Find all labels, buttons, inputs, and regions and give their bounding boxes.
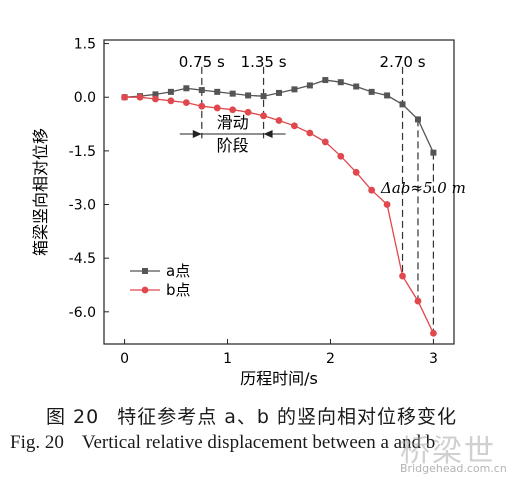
- caption-en-text: Vertical relative displacement between a…: [81, 432, 436, 453]
- data-point-b: [383, 201, 391, 208]
- data-point-a: [414, 116, 421, 123]
- legend-marker-circle: [141, 286, 149, 294]
- data-point-b: [306, 129, 314, 137]
- slide-stage-label: 阶段: [217, 136, 249, 155]
- y-tick-label: -4.5: [69, 251, 96, 267]
- x-tick-label: 0: [120, 351, 129, 367]
- data-point-b: [399, 272, 406, 280]
- data-point-b: [182, 99, 190, 106]
- data-point-a: [214, 88, 221, 95]
- slide-stage-label: 滑动: [217, 113, 249, 132]
- y-tick-label: 1.5: [74, 37, 96, 53]
- x-tick-label: 2: [326, 351, 335, 367]
- data-point-a: [353, 83, 360, 90]
- caption-en-label: Fig. 20: [10, 432, 64, 453]
- y-tick-label: -3.0: [69, 198, 96, 214]
- caption-chinese: 图 20 特征参考点 a、b 的竖向相对位移变化: [46, 402, 531, 429]
- data-point-b: [260, 112, 267, 120]
- data-point-a: [384, 92, 391, 99]
- y-axis-label: 箱梁竖向相对位移: [31, 128, 50, 256]
- data-point-b: [291, 122, 298, 130]
- arrow-left-icon: [263, 130, 273, 138]
- data-point-a: [245, 92, 252, 99]
- x-tick-label: 1: [223, 351, 232, 367]
- y-tick-label: -6.0: [69, 305, 96, 321]
- data-point-b: [198, 102, 206, 110]
- data-point-a: [183, 85, 190, 92]
- data-point-a: [368, 88, 375, 95]
- time-annotation-label: 0.75 s: [179, 53, 225, 71]
- legend-label: b点: [166, 281, 191, 299]
- y-tick-label: -1.5: [69, 144, 96, 160]
- time-annotation-label: 2.70 s: [380, 53, 426, 71]
- data-point-a: [260, 93, 267, 100]
- plot-frame: [103, 39, 455, 345]
- delta-displacement-label: Δab≈5.0 m: [380, 179, 466, 197]
- data-point-a: [430, 149, 437, 156]
- time-annotation-label: 1.35 s: [241, 53, 287, 71]
- data-point-b: [352, 168, 360, 176]
- data-point-b: [414, 297, 422, 305]
- data-point-a: [276, 89, 282, 96]
- data-point-b: [229, 106, 237, 114]
- caption-zh-text: 特征参考点 a、b 的竖向相对位移变化: [117, 406, 458, 428]
- data-point-b: [321, 138, 329, 146]
- x-tick-label: 3: [429, 351, 438, 367]
- data-point-b: [213, 104, 221, 112]
- data-point-a: [229, 90, 236, 97]
- x-axis-label: 历程时间/s: [240, 369, 318, 388]
- watermark-url: Bridgehead.com.cn: [400, 462, 507, 475]
- data-point-a: [337, 79, 344, 86]
- data-point-b: [136, 93, 144, 101]
- data-point-a: [399, 101, 406, 108]
- data-point-b: [337, 152, 345, 160]
- y-tick-label: 0.0: [74, 90, 96, 106]
- data-point-a: [306, 82, 313, 89]
- data-point-b: [368, 186, 376, 194]
- data-point-b: [152, 95, 159, 103]
- data-point-a: [291, 86, 298, 93]
- data-point-b: [167, 97, 175, 105]
- data-point-b: [430, 329, 437, 337]
- arrow-right-icon: [192, 130, 202, 138]
- chart: 0 1 2 3 1.5 0.0 -1.5 -3.0 -4.5 -6.0 0.75 s 1.35 s 2…: [31, 37, 466, 388]
- data-point-b: [275, 117, 283, 124]
- legend-marker-square: [142, 268, 148, 274]
- caption-zh-label: 图 20: [46, 406, 100, 428]
- legend-label: a点: [166, 262, 190, 280]
- data-point-a: [322, 77, 329, 84]
- data-point-a: [198, 87, 205, 94]
- data-point-b: [121, 93, 128, 101]
- data-point-a: [167, 88, 174, 95]
- data-point-b: [244, 108, 252, 116]
- watermark-logo: 桥梁世: [400, 434, 496, 469]
- caption-english: Fig. 20 Vertical relative displacement be…: [10, 432, 531, 454]
- data-point-a: [152, 91, 159, 98]
